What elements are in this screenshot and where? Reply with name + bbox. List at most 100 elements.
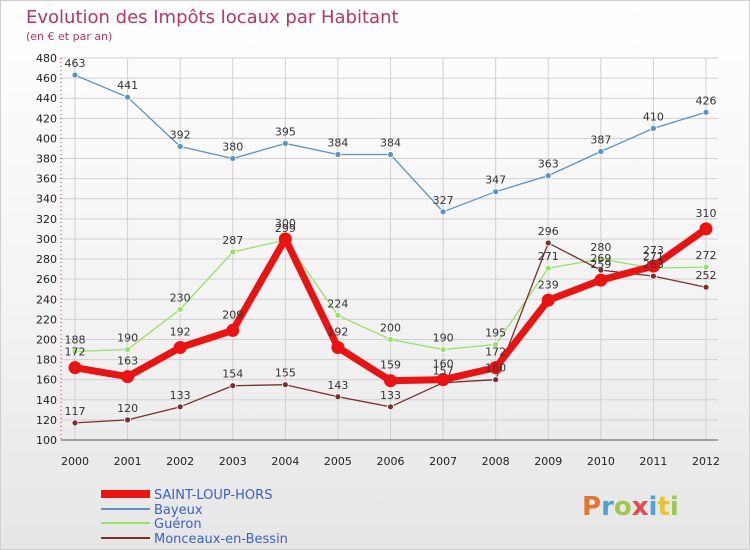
data-point — [281, 140, 289, 147]
data-label: 271 — [538, 250, 559, 263]
data-point — [439, 346, 447, 353]
logo-letter: x — [632, 492, 649, 522]
x-tick-label: 2011 — [639, 455, 667, 468]
logo-letter: i — [670, 492, 679, 522]
data-point — [492, 341, 500, 348]
data-label: 272 — [696, 249, 717, 262]
y-tick-label: 180 — [36, 354, 57, 367]
x-tick-label: 2002 — [166, 455, 194, 468]
x-tick-label: 2006 — [377, 455, 405, 468]
data-label: 143 — [327, 379, 348, 392]
data-point — [176, 143, 184, 150]
data-label: 384 — [327, 137, 348, 150]
legend-label: SAINT-LOUP-HORS — [154, 488, 272, 503]
data-point — [229, 248, 237, 256]
data-label: 155 — [275, 367, 296, 380]
logo-letter: t — [657, 492, 669, 522]
data-label: 224 — [327, 297, 348, 310]
y-tick-label: 320 — [36, 213, 57, 226]
data-label: 154 — [222, 368, 243, 381]
data-label: 209 — [222, 308, 243, 321]
data-point — [436, 373, 450, 387]
x-tick-label: 2000 — [61, 455, 89, 468]
x-tick-label: 2007 — [429, 455, 457, 468]
data-label: 280 — [590, 241, 611, 254]
data-point — [384, 374, 397, 388]
y-tick-label: 200 — [36, 333, 57, 346]
data-label: 395 — [275, 125, 296, 138]
x-tick-label: 2012 — [692, 455, 720, 468]
data-label: 159 — [380, 359, 401, 372]
data-label: 133 — [170, 389, 191, 402]
data-label: 192 — [327, 326, 348, 339]
data-label: 200 — [380, 321, 401, 334]
data-label: 157 — [433, 365, 454, 378]
data-point — [173, 341, 187, 355]
y-tick-label: 360 — [36, 173, 57, 186]
legend-label: Bayeux — [154, 503, 203, 518]
data-label: 426 — [696, 94, 717, 107]
y-tick-label: 120 — [36, 414, 57, 427]
y-tick-label: 440 — [36, 92, 57, 105]
data-label: 310 — [696, 207, 717, 220]
data-label: 263 — [643, 258, 664, 271]
y-tick-label: 220 — [36, 313, 57, 326]
logo-letter: r — [601, 492, 614, 522]
data-point — [334, 151, 342, 158]
data-label: 269 — [590, 252, 611, 265]
data-label: 230 — [170, 291, 191, 304]
data-label: 287 — [222, 234, 243, 247]
data-point — [71, 419, 79, 427]
data-label: 296 — [538, 225, 559, 238]
data-point — [541, 293, 555, 307]
data-label: 117 — [65, 405, 86, 418]
y-tick-label: 100 — [36, 434, 57, 447]
data-label: 190 — [117, 332, 138, 345]
data-label: 300 — [275, 217, 296, 230]
data-label: 299 — [275, 222, 296, 235]
logo-letter: o — [614, 492, 632, 522]
data-point — [597, 255, 605, 263]
y-tick-label: 300 — [36, 233, 57, 246]
data-label: 392 — [170, 128, 191, 141]
legend: SAINT-LOUP-HORSBayeuxGuéronMonceaux-en-B… — [101, 488, 288, 547]
x-tick-label: 2009 — [534, 455, 562, 468]
data-label: 190 — [433, 332, 454, 345]
logo-letter: P — [582, 492, 601, 522]
x-tick-label: 2005 — [324, 455, 352, 468]
data-point — [594, 273, 608, 287]
data-point — [229, 155, 237, 162]
y-tick-label: 160 — [36, 374, 57, 387]
x-tick-label: 2010 — [587, 455, 615, 468]
data-label: 192 — [170, 326, 191, 339]
data-label: 271 — [643, 250, 664, 263]
data-point — [176, 403, 184, 411]
data-point — [387, 151, 394, 158]
data-point — [489, 361, 503, 375]
data-point — [387, 336, 394, 343]
data-point — [699, 222, 713, 236]
data-point — [229, 382, 237, 390]
data-label: 410 — [643, 110, 664, 123]
data-label: 363 — [538, 158, 559, 171]
chart-title: Evolution des Impôts locaux par Habitant — [26, 7, 399, 28]
data-point — [331, 341, 345, 355]
data-label: 327 — [433, 194, 454, 207]
data-label: 160 — [485, 362, 506, 375]
data-point — [176, 305, 184, 313]
legend-label: Guéron — [154, 517, 202, 532]
data-point — [544, 239, 552, 247]
data-point — [71, 71, 79, 79]
data-point — [646, 259, 660, 273]
data-label: 172 — [485, 346, 506, 359]
y-tick-label: 380 — [36, 153, 57, 166]
data-point — [281, 381, 289, 389]
data-label: 463 — [65, 57, 86, 70]
data-label: 347 — [485, 174, 506, 187]
proxiti-logo: Proxiti — [582, 492, 679, 522]
y-tick-label: 400 — [36, 132, 57, 145]
data-label: 133 — [380, 389, 401, 402]
data-point — [492, 376, 500, 384]
data-label: 188 — [65, 334, 86, 347]
